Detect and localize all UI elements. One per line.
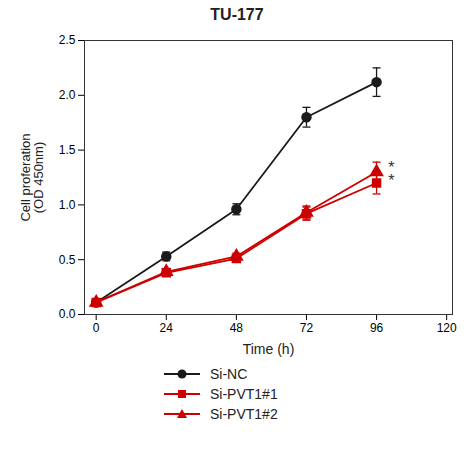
svg-text:120: 120 <box>437 321 457 335</box>
svg-text:*: * <box>388 172 394 189</box>
svg-text:Time (h): Time (h) <box>243 341 295 357</box>
svg-text:Cell proferation(OD 450nm): Cell proferation(OD 450nm) <box>18 133 46 221</box>
html-text:TU-177: TU-177 <box>210 6 264 23</box>
html-text:Si-NC: Si-NC <box>210 366 248 382</box>
svg-text:1.0: 1.0 <box>59 198 76 212</box>
svg-text:0: 0 <box>93 321 100 335</box>
svg-text:96: 96 <box>370 321 384 335</box>
html-text:Si-PVT1#1: Si-PVT1#1 <box>210 386 278 402</box>
svg-text:2.5: 2.5 <box>59 33 76 47</box>
svg-text:48: 48 <box>230 321 244 335</box>
svg-text:0.5: 0.5 <box>59 253 76 267</box>
svg-text:24: 24 <box>160 321 174 335</box>
svg-text:1.5: 1.5 <box>59 143 76 157</box>
svg-text:2.0: 2.0 <box>59 88 76 102</box>
svg-text:0.0: 0.0 <box>59 307 76 321</box>
svg-text:72: 72 <box>300 321 314 335</box>
html-text:Si-PVT1#2: Si-PVT1#2 <box>210 406 278 422</box>
